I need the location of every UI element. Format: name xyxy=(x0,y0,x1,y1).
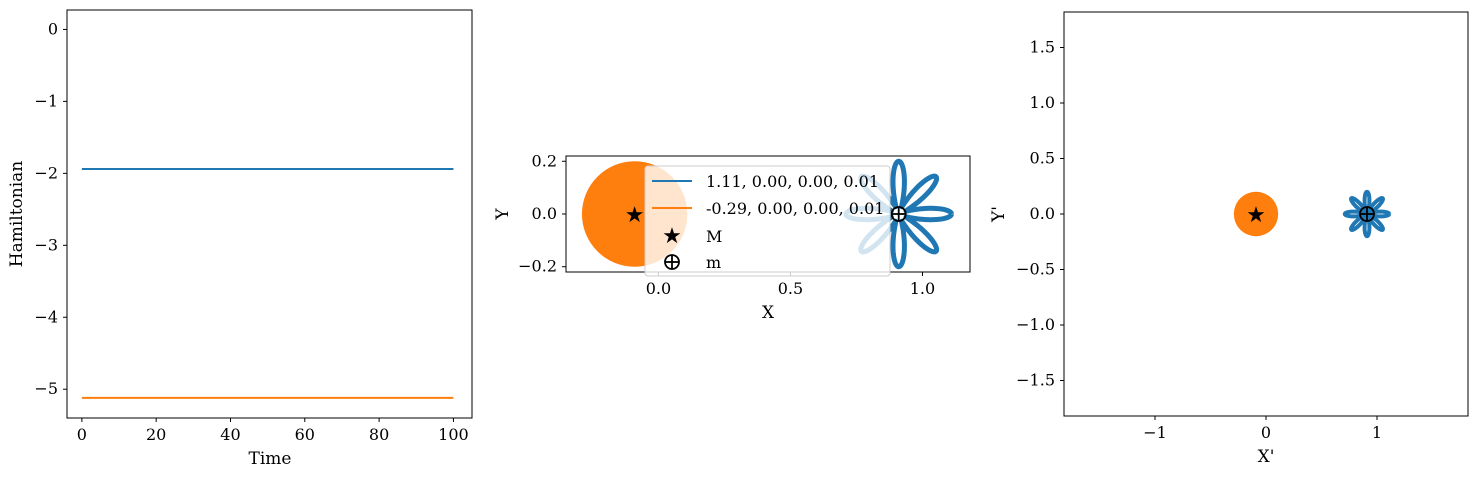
x-tick-label: 0.5 xyxy=(778,279,803,298)
y-tick-label: −1.5 xyxy=(1016,370,1055,389)
y-ticks: 1.5 1.0 0.5 0.0 −0.5 −1.0 −1.5 xyxy=(1016,38,1064,389)
secondary-marker xyxy=(890,206,907,222)
legend-label-3: M xyxy=(706,227,722,246)
legend-label-4: m xyxy=(706,253,721,272)
legend-label-2: -0.29, 0.00, 0.00, 0.01 xyxy=(706,199,884,218)
legend-box xyxy=(644,165,891,277)
axes-frame xyxy=(66,9,473,419)
x-tick-label: 0 xyxy=(77,425,87,444)
y-axis-label: Hamiltonian xyxy=(7,161,27,268)
y-tick-label: 0.0 xyxy=(532,204,557,223)
y-tick-label: −1.0 xyxy=(1016,315,1055,334)
x-tick-label: 0 xyxy=(1261,423,1271,442)
y-axis-label: Y xyxy=(493,208,513,221)
panel-xprime-yprime: ★ −1 0 1 1.5 1.0 0.5 0.0 −0.5 −1.0 −1.5 X' Y' xyxy=(989,11,1469,467)
x-tick-label: −1 xyxy=(1143,423,1167,442)
y-tick-label: −2 xyxy=(34,163,58,182)
legend-star-marker: ★ xyxy=(662,224,682,249)
x-tick-label: 60 xyxy=(295,425,315,444)
primary-body-disc xyxy=(1233,191,1279,237)
y-tick-label: 0.0 xyxy=(1030,204,1055,223)
y-ticks: 0 −1 −2 −3 −4 −5 xyxy=(34,19,67,398)
y-tick-label: −0.2 xyxy=(518,257,557,276)
y-tick-label: −5 xyxy=(34,379,58,398)
y-tick-label: −4 xyxy=(34,307,58,326)
x-ticks: 0 20 40 60 80 100 xyxy=(77,418,469,444)
y-tick-label: 1.5 xyxy=(1030,38,1055,57)
y-tick-label: −1 xyxy=(34,91,58,110)
y-tick-label: −0.5 xyxy=(1016,259,1055,278)
legend-label-1: 1.11, 0.00, 0.00, 0.01 xyxy=(706,172,879,191)
x-ticks: −1 0 1 xyxy=(1143,416,1382,442)
y-tick-label: −3 xyxy=(34,235,58,254)
legend-circle-plus-marker xyxy=(664,254,680,270)
x-axis-label: X xyxy=(762,303,775,323)
panel-xy: ★ 0.0 0.5 1.0 0.2 0.0 −0.2 X Y 1.11, 0.00, 0… xyxy=(493,151,971,323)
x-ticks: 0.0 0.5 1.0 xyxy=(646,272,935,298)
xprime-plot-area: ★ xyxy=(1233,189,1392,239)
primary-star-marker: ★ xyxy=(1246,203,1266,228)
x-tick-label: 80 xyxy=(369,425,389,444)
panel-hamiltonian: 0 20 40 60 80 100 0 −1 −2 −3 −4 −5 Time Hamiltonia… xyxy=(7,9,473,469)
legend: 1.11, 0.00, 0.00, 0.01 -0.29, 0.00, 0.00… xyxy=(644,165,891,277)
x-tick-label: 1.0 xyxy=(910,279,935,298)
x-tick-label: 100 xyxy=(438,425,469,444)
x-tick-label: 20 xyxy=(146,425,166,444)
y-tick-label: 0 xyxy=(48,19,58,38)
x-tick-label: 0.0 xyxy=(646,279,671,298)
y-tick-label: 1.0 xyxy=(1030,93,1055,112)
hamiltonian-series xyxy=(81,168,454,399)
y-tick-label: 0.2 xyxy=(532,151,557,170)
x-tick-label: 40 xyxy=(220,425,240,444)
secondary-marker xyxy=(1359,206,1375,222)
y-axis-label: Y' xyxy=(989,206,1009,223)
x-axis-label: Time xyxy=(249,449,292,469)
x-tick-label: 1 xyxy=(1372,423,1382,442)
primary-star-marker: ★ xyxy=(625,203,645,228)
x-axis-label: X' xyxy=(1258,447,1275,467)
y-tick-label: 0.5 xyxy=(1030,149,1055,168)
y-ticks: 0.2 0.0 −0.2 xyxy=(518,151,566,276)
